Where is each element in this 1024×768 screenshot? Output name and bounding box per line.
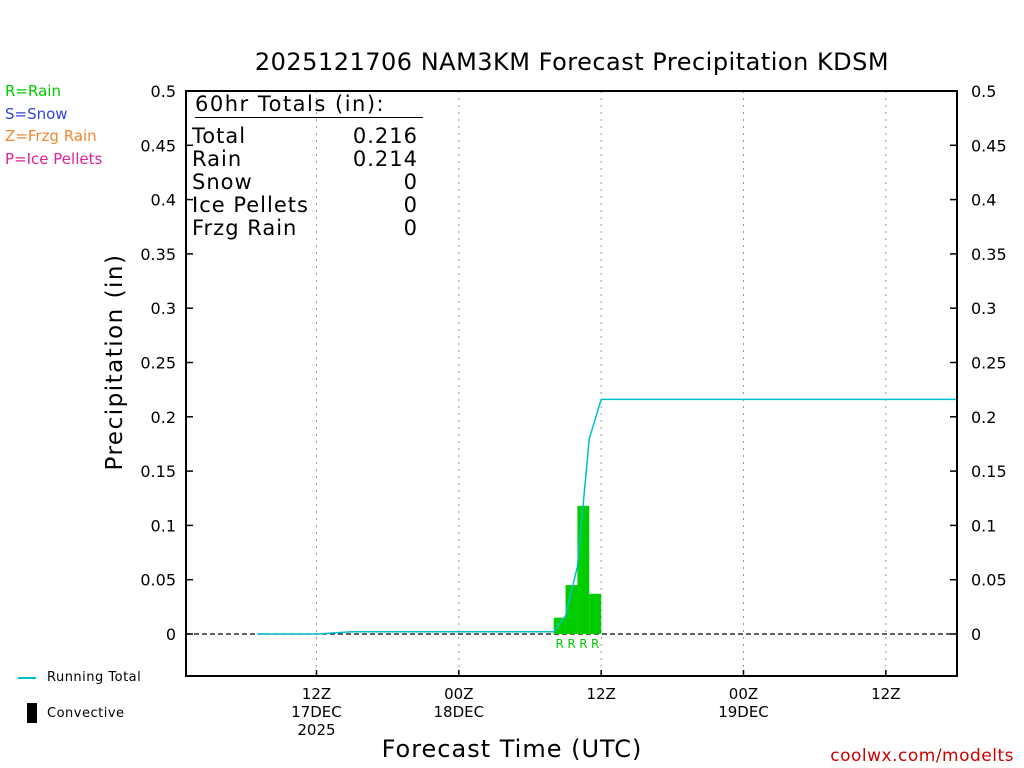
precip-type-label-2: R	[579, 637, 587, 651]
totals-value-total: 0.216	[352, 124, 418, 148]
legend-convective: Convective	[47, 706, 125, 721]
y-tick-label-right-2: 0.1	[971, 516, 996, 535]
legend-ice-pellets: P=Ice Pellets	[5, 150, 103, 168]
y-tick-label-left-6: 0.3	[151, 299, 176, 318]
legend-snow: S=Snow	[5, 105, 68, 123]
y-tick-label-right-3: 0.15	[971, 462, 1007, 481]
y-tick-label-right-4: 0.2	[971, 408, 996, 427]
rain-bar-0	[553, 617, 566, 634]
totals-value-ice-pellets: 0	[403, 193, 418, 217]
totals-header: 60hr Totals (in):	[195, 92, 423, 118]
credit-text: coolwx.com/modelts	[830, 746, 1014, 766]
rain-bar-3	[589, 593, 602, 634]
x-tick-label-0-1: 17DEC	[291, 703, 342, 721]
precip-type-label-0: R	[555, 637, 563, 651]
convective-swatch	[27, 703, 37, 723]
x-tick-label-3-0: 00Z	[729, 685, 758, 703]
y-tick-label-right-1: 0.05	[971, 571, 1007, 590]
x-axis-label: Forecast Time (UTC)	[381, 735, 643, 763]
x-tick-label-2-0: 12Z	[586, 685, 615, 703]
plot-frame	[185, 90, 958, 677]
y-tick-label-left-1: 0.05	[140, 571, 176, 590]
y-tick-label-left-0: 0	[166, 625, 176, 644]
totals-value-rain: 0.214	[352, 147, 418, 171]
y-tick-label-left-2: 0.1	[151, 516, 176, 535]
y-ticks: 0 00.05 0.050.1 0.10.15 0.150.2 0.20.25 0.250.…	[140, 82, 1006, 644]
y-tick-label-left-8: 0.4	[151, 191, 176, 210]
x-tick-label-0-2: 2025	[297, 721, 335, 739]
totals-label-frzg-rain: Frzg Rain	[192, 216, 298, 240]
running-total-layer	[257, 398, 957, 635]
legend-rain: R=Rain	[5, 82, 61, 100]
y-tick-label-left-9: 0.45	[140, 136, 176, 155]
precip-type-label-1: R	[567, 637, 575, 651]
legend-running-total: Running Total	[47, 670, 142, 685]
y-tick-label-left-10: 0.5	[151, 82, 176, 101]
totals-label-total: Total	[192, 124, 247, 148]
rain-bar-1	[565, 585, 578, 634]
chart-title: 2025121706 NAM3KM Forecast Precipitation…	[254, 48, 890, 76]
y-tick-label-left-4: 0.2	[151, 408, 176, 427]
totals-value-snow: 0	[403, 170, 418, 194]
totals-value-frzg-rain: 0	[403, 216, 418, 240]
running-total-swatch	[18, 677, 36, 679]
x-tick-label-4-0: 12Z	[871, 685, 900, 703]
y-tick-label-left-3: 0.15	[140, 462, 176, 481]
y-tick-label-right-7: 0.35	[971, 245, 1007, 264]
x-tick-label-3-1: 19DEC	[718, 703, 769, 721]
y-tick-label-right-6: 0.3	[971, 299, 996, 318]
y-tick-label-right-0: 0	[971, 625, 981, 644]
y-tick-label-right-9: 0.45	[971, 136, 1007, 155]
x-tick-label-1-1: 18DEC	[434, 703, 485, 721]
totals-label-rain: Rain	[192, 147, 243, 171]
y-tick-label-right-10: 0.5	[971, 82, 996, 101]
y-tick-label-right-8: 0.4	[971, 191, 996, 210]
totals-label-ice-pellets: Ice Pellets	[192, 193, 309, 217]
x-tick-label-1-0: 00Z	[444, 685, 473, 703]
running-total-line	[257, 398, 957, 635]
y-tick-label-left-7: 0.35	[140, 245, 176, 264]
x-tick-label-0-0: 12Z	[302, 685, 331, 703]
totals-label-snow: Snow	[192, 170, 253, 194]
legend-frzg-rain: Z=Frzg Rain	[5, 127, 97, 145]
precip-type-label-3: R	[591, 637, 599, 651]
y-tick-label-left-5: 0.25	[140, 354, 176, 373]
y-tick-label-right-5: 0.25	[971, 354, 1007, 373]
rain-bar-2	[577, 505, 590, 634]
